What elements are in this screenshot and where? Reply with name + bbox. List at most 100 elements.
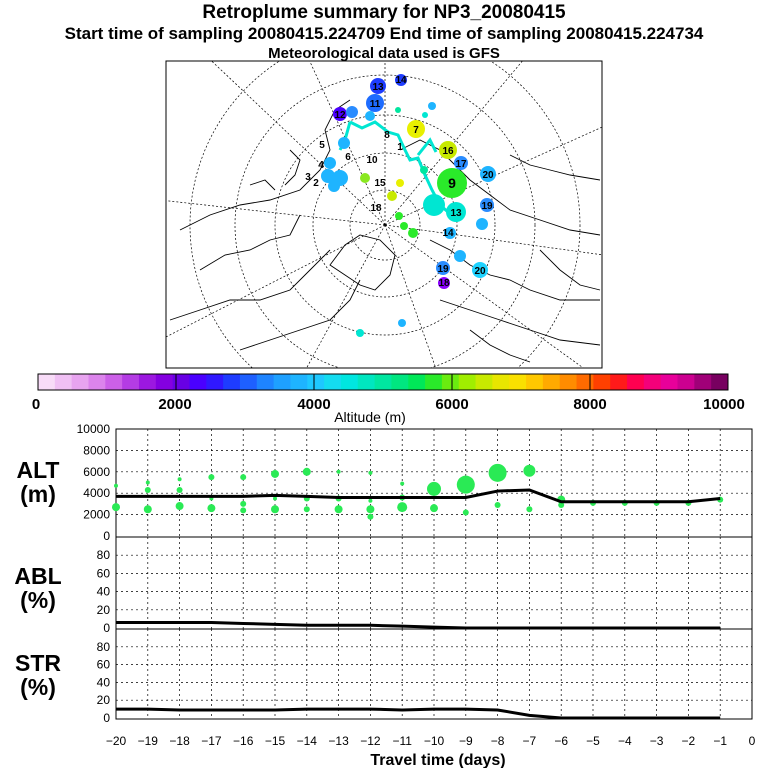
map-marker (423, 194, 445, 216)
colorbar-cell (155, 374, 174, 390)
map-marker (398, 319, 406, 327)
colorbar-cell (542, 374, 561, 390)
colorbar-cell (105, 374, 123, 390)
y-tick-label: 8000 (83, 443, 110, 457)
map-marker (333, 107, 347, 121)
y-tick-label: 6000 (83, 465, 110, 479)
altitude-colorbar: 0 2000 4000 6000 8000 10000 Altitude (m) (32, 373, 745, 425)
alt-cluster-marker (175, 502, 184, 511)
alt-cluster-marker (240, 474, 247, 481)
y-tick-label: 40 (97, 585, 111, 599)
alt-ylabel: ALT (16, 457, 59, 483)
colorbar-cell (425, 374, 443, 390)
x-tick-label: −17 (201, 734, 222, 748)
polar-map: 13 14 11 12 7 16 17 20 9 13 19 5 4 3 2 1… (165, 60, 603, 369)
str-ylabel-unit: (%) (20, 674, 56, 700)
map-label: 13 (372, 82, 384, 93)
alt-cluster-marker (112, 503, 120, 512)
colorbar-cell (610, 374, 628, 390)
map-label: 5 (319, 140, 325, 151)
colorbar-cell (458, 374, 477, 390)
map-label: 1 (397, 142, 403, 153)
map-marker (324, 157, 336, 169)
map-label: 19 (437, 264, 449, 275)
alt-cluster-marker (367, 513, 374, 520)
alt-cluster-marker (273, 496, 277, 501)
map-label: 20 (482, 170, 494, 181)
colorbar-cell (340, 374, 359, 390)
alt-cluster-marker (526, 506, 533, 513)
x-tick-label: −4 (618, 734, 632, 748)
colorbar-cell (307, 374, 325, 390)
map-labels: 13 14 11 12 7 16 17 20 9 13 19 5 4 3 2 1… (305, 75, 494, 289)
y-tick-label: 10000 (77, 422, 111, 436)
x-tick-label: −7 (523, 734, 537, 748)
abl-line (116, 621, 721, 630)
alt-cluster-marker (145, 480, 150, 485)
map-marker (436, 261, 450, 275)
map-label: 9 (448, 175, 456, 191)
map-label: 16 (442, 146, 454, 157)
x-tick-label: −16 (233, 734, 254, 748)
map-label: 14 (442, 228, 454, 239)
alt-cluster-marker (144, 486, 151, 493)
map-marker (420, 166, 428, 174)
colorbar-tick-label: 6000 (435, 396, 468, 413)
map-marker (395, 74, 407, 86)
map-marker (454, 250, 466, 262)
y-tick-label: 20 (97, 693, 111, 707)
sampling-time-line: Start time of sampling 20080415.224709 E… (64, 24, 704, 43)
map-label: 19 (481, 201, 493, 212)
map-marker (439, 141, 457, 159)
alt-cluster-marker (523, 464, 536, 477)
colorbar-cell (206, 374, 224, 390)
map-marker (387, 191, 397, 201)
y-tick-label: 2000 (83, 508, 110, 522)
map-plume-markers (321, 74, 496, 337)
alt-median-line (116, 488, 721, 504)
map-marker (328, 180, 340, 192)
map-marker (365, 111, 375, 121)
colorbar-cell (88, 374, 106, 390)
colorbar-cell (627, 374, 645, 390)
y-tick-label: 60 (97, 658, 111, 672)
colorbar-cell (122, 374, 140, 390)
x-tick-label: −3 (650, 734, 664, 748)
colorbar-cell (677, 374, 695, 390)
colorbar-cell (172, 374, 190, 390)
alt-cluster-marker (271, 469, 279, 478)
map-marker (476, 218, 488, 230)
colorbar-cell (273, 374, 291, 390)
map-marker (407, 120, 425, 138)
y-tick-label: 60 (97, 566, 111, 580)
str-panel: STR (%) 0 20 40 60 80 (15, 628, 753, 725)
alt-cluster-marker (271, 505, 279, 514)
alt-cluster-marker (240, 507, 247, 514)
alt-cluster-marker (368, 498, 373, 503)
map-marker (321, 169, 335, 183)
map-marker (422, 112, 428, 118)
map-marker (360, 173, 370, 183)
alt-cluster-marker (176, 486, 183, 493)
colorbar-title: Altitude (m) (334, 409, 406, 425)
alt-cluster-marker (366, 505, 375, 514)
map-label: 13 (450, 208, 462, 219)
colorbar-cell (38, 374, 56, 390)
y-tick-label: 0 (103, 621, 110, 635)
map-marker (395, 107, 401, 113)
map-label: 2 (313, 178, 319, 189)
map-label: 20 (474, 266, 486, 277)
colorbar-cell (290, 374, 308, 390)
colorbar-tick-label: 10000 (703, 396, 745, 413)
alt-cluster-marker (240, 500, 247, 507)
map-label: 3 (305, 172, 311, 183)
map-marker (356, 329, 364, 337)
abl-ylabel: ABL (14, 563, 61, 589)
x-tick-label: −5 (586, 734, 600, 748)
map-label: 18 (370, 203, 382, 214)
str-ylabel: STR (15, 650, 61, 676)
x-tick-label: −2 (682, 734, 696, 748)
alt-cluster-marker (303, 506, 310, 513)
